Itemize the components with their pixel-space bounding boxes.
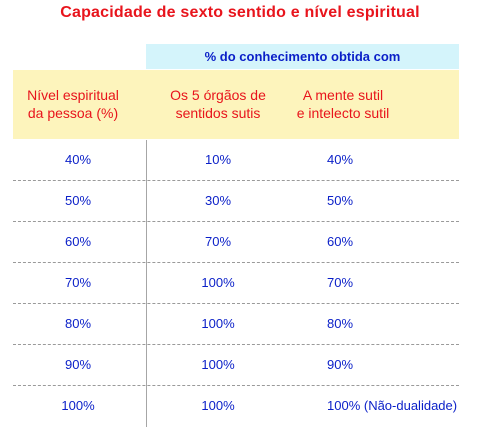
table-row: 80% 100% 80% xyxy=(13,304,459,345)
table-cell: 70% xyxy=(204,234,232,249)
table-cell: 60% xyxy=(64,234,92,249)
table-cell: 90% xyxy=(327,357,354,372)
table-cell: 90% xyxy=(64,357,92,372)
column-header-line: e intelecto sutil xyxy=(296,105,390,121)
column-header-line: da pessoa (%) xyxy=(27,105,119,121)
table-cell: 100% (Não-dualidade) xyxy=(327,398,458,413)
column-header-spiritual-level: Nível espiritual da pessoa (%) xyxy=(13,86,133,122)
table-cell: 100% xyxy=(201,275,235,290)
table-body: 40% 10% 40% 50% 30% 50% 60% 70% 60% 70% … xyxy=(13,140,459,427)
table-cell: 60% xyxy=(327,234,354,249)
table-cell: 100% xyxy=(201,357,235,372)
column-header-line: Os 5 órgãos de xyxy=(170,87,266,103)
table-row: 40% 10% 40% xyxy=(13,140,459,181)
column-header-line: sentidos sutis xyxy=(175,105,261,121)
table-cell: 50% xyxy=(64,193,92,208)
table-cell: 100% xyxy=(61,398,95,413)
table-cell: 40% xyxy=(64,152,92,167)
column-header-line: A mente sutil xyxy=(302,87,384,103)
table-cell: 10% xyxy=(204,152,232,167)
column-header-subtle-mind: A mente sutil e intelecto sutil xyxy=(283,86,403,122)
table-row: 60% 70% 60% xyxy=(13,222,459,263)
table-cell: 50% xyxy=(327,193,354,208)
table-cell: 100% xyxy=(201,398,235,413)
group-header: % do conhecimento obtida com xyxy=(146,44,459,69)
table-cell: 80% xyxy=(327,316,354,331)
table-cell: 100% xyxy=(201,316,235,331)
table-header-row: Nível espiritual da pessoa (%) Os 5 órgã… xyxy=(13,70,459,139)
table-row: 70% 100% 70% xyxy=(13,263,459,304)
table-row: 100% 100% 100% (Não-dualidade) xyxy=(13,386,459,427)
column-header-line: Nível espiritual xyxy=(27,87,119,103)
column-divider xyxy=(146,140,147,427)
table-cell: 40% xyxy=(327,152,354,167)
table-cell: 30% xyxy=(204,193,232,208)
page-title: Capacidade de sexto sentido e nível espi… xyxy=(60,4,420,21)
table-cell: 70% xyxy=(64,275,92,290)
table-cell: 80% xyxy=(64,316,92,331)
table-row: 90% 100% 90% xyxy=(13,345,459,386)
table-cell: 70% xyxy=(327,275,354,290)
column-header-subtle-senses: Os 5 órgãos de sentidos sutis xyxy=(153,86,283,122)
table-row: 50% 30% 50% xyxy=(13,181,459,222)
